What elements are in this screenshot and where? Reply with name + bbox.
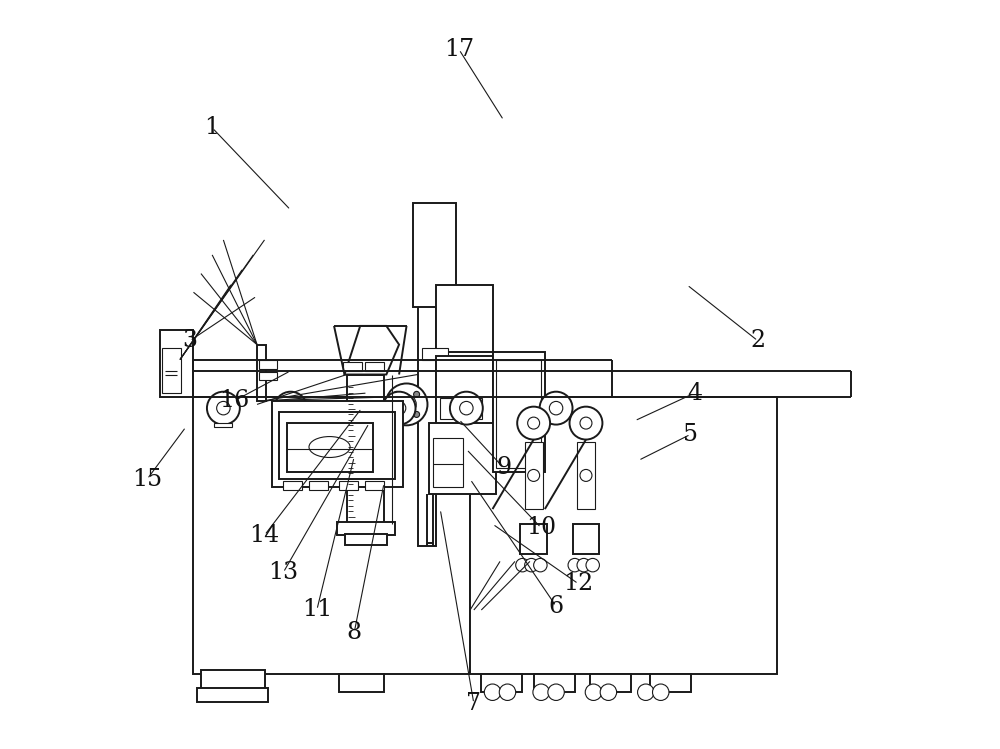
Bar: [283, 482, 302, 491]
Bar: [214, 423, 232, 427]
Bar: [418, 240, 436, 547]
Circle shape: [284, 401, 297, 415]
Bar: [162, 348, 181, 393]
Circle shape: [549, 401, 563, 415]
Circle shape: [528, 417, 540, 429]
Bar: [534, 673, 575, 692]
Circle shape: [274, 392, 307, 425]
Bar: [259, 360, 277, 369]
Polygon shape: [344, 326, 399, 374]
Circle shape: [392, 401, 406, 415]
Circle shape: [517, 407, 550, 440]
Bar: [436, 356, 493, 427]
Bar: [493, 352, 545, 472]
Circle shape: [585, 684, 602, 700]
Circle shape: [460, 401, 473, 415]
Text: 14: 14: [249, 524, 280, 547]
Bar: [422, 348, 448, 360]
Bar: [413, 202, 456, 307]
Circle shape: [397, 395, 416, 414]
Bar: [436, 285, 493, 352]
Circle shape: [528, 470, 540, 482]
Bar: [339, 482, 358, 491]
Bar: [525, 442, 543, 509]
Bar: [577, 442, 595, 509]
Text: 16: 16: [219, 389, 250, 412]
Circle shape: [540, 392, 573, 425]
Circle shape: [568, 559, 581, 572]
Circle shape: [217, 401, 230, 415]
Circle shape: [394, 411, 399, 417]
Bar: [337, 522, 395, 536]
Circle shape: [525, 559, 538, 572]
Text: 12: 12: [563, 572, 594, 595]
Text: 15: 15: [132, 467, 162, 491]
Bar: [160, 330, 193, 397]
Circle shape: [577, 559, 590, 572]
Text: 8: 8: [347, 621, 362, 644]
Bar: [365, 482, 384, 491]
Bar: [347, 374, 384, 524]
Circle shape: [516, 559, 529, 572]
Bar: [345, 534, 387, 545]
Circle shape: [450, 392, 483, 425]
Text: 5: 5: [683, 422, 698, 446]
Bar: [272, 401, 403, 487]
Bar: [429, 423, 496, 494]
Circle shape: [570, 407, 602, 440]
Circle shape: [653, 684, 669, 700]
Circle shape: [548, 684, 564, 700]
Bar: [282, 423, 300, 427]
Bar: [343, 362, 362, 371]
Bar: [257, 345, 266, 401]
Circle shape: [533, 684, 549, 700]
Circle shape: [534, 559, 547, 572]
Bar: [309, 482, 328, 491]
Circle shape: [580, 470, 592, 482]
Text: 10: 10: [526, 516, 556, 539]
Circle shape: [394, 392, 399, 398]
Bar: [496, 360, 541, 468]
Circle shape: [414, 392, 420, 398]
Text: 2: 2: [750, 330, 765, 352]
Bar: [573, 524, 599, 554]
Circle shape: [499, 684, 516, 700]
Circle shape: [580, 417, 592, 429]
Bar: [287, 423, 373, 472]
Ellipse shape: [309, 437, 350, 458]
Circle shape: [484, 684, 501, 700]
Bar: [440, 398, 459, 419]
Text: 11: 11: [302, 598, 332, 622]
Bar: [339, 673, 384, 692]
Circle shape: [207, 392, 240, 425]
Circle shape: [383, 392, 416, 425]
Circle shape: [414, 411, 420, 417]
Bar: [590, 673, 631, 692]
Text: 17: 17: [444, 37, 474, 61]
Bar: [470, 397, 777, 673]
Circle shape: [386, 383, 427, 425]
Bar: [461, 398, 482, 419]
Circle shape: [586, 559, 599, 572]
Bar: [259, 372, 277, 380]
Bar: [481, 673, 522, 692]
Bar: [197, 688, 268, 702]
Text: 6: 6: [549, 595, 564, 618]
Text: 13: 13: [268, 561, 298, 584]
Bar: [279, 412, 395, 479]
Circle shape: [600, 684, 617, 700]
Text: 1: 1: [205, 116, 220, 139]
Bar: [201, 670, 265, 692]
Bar: [520, 524, 547, 554]
Text: 3: 3: [182, 330, 197, 352]
Bar: [433, 438, 463, 487]
Bar: [193, 397, 470, 673]
Text: 9: 9: [496, 456, 511, 479]
Bar: [365, 362, 384, 371]
Bar: [650, 673, 691, 692]
Text: 4: 4: [687, 382, 702, 404]
Circle shape: [638, 684, 654, 700]
Text: 7: 7: [466, 692, 481, 715]
